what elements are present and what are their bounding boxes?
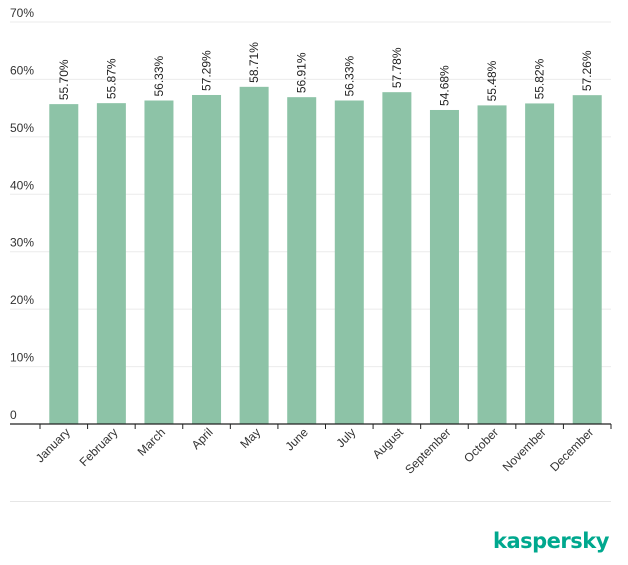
x-tick-label: January [33,425,73,465]
bar-may [239,86,269,425]
y-tick-label: 20% [10,293,34,307]
bar-value-label: 58.71% [247,42,261,83]
y-tick-label: 60% [10,63,34,77]
bar-september [429,109,459,425]
bar-august [382,92,412,425]
bar-value-label: 55.82% [533,58,547,99]
bar-june [287,97,317,424]
y-tick-label: 40% [10,178,34,192]
x-tick-label: March [135,425,168,458]
bar-november [525,103,555,424]
bar-value-label: 55.87% [104,58,118,99]
x-tick-label: August [370,425,407,462]
x-tick-label: June [283,425,312,454]
x-tick-label: May [237,425,263,451]
x-tick-label: December [547,425,596,474]
bar-january [49,104,79,424]
bar-value-label: 56.91% [295,52,309,93]
bar-value-label: 55.48% [485,60,499,101]
y-tick-label: 50% [10,121,34,135]
x-tick-label: November [500,425,549,474]
bar-value-label: 56.33% [152,55,166,96]
bar-july [334,100,364,425]
kaspersky-logo: kaspersky [493,529,609,553]
y-tick-label: 0 [10,408,17,422]
bar-value-label: 55.70% [57,59,71,100]
x-tick-label: February [77,425,121,469]
bar-october [477,105,507,424]
bar-value-label: 56.33% [342,55,356,96]
x-tick-label: April [189,425,216,452]
bar-chart: 0 10% 20% 30% 40% 50% 60% 70% 55.70% 55.87% 56.33… [10,6,612,477]
bar-december [572,95,602,424]
bar-value-label: 54.68% [437,65,451,106]
y-tick-label: 10% [10,351,34,365]
y-tick-label: 30% [10,236,34,250]
bar-value-label: 57.29% [200,50,214,91]
bar-value-label: 57.26% [580,50,594,91]
y-tick-label: 70% [10,6,34,20]
footer-divider [10,501,611,502]
x-tick-label: October [461,425,501,465]
bar-february [96,103,126,424]
bar-value-label: 57.78% [390,47,404,88]
x-tick-label: July [333,425,358,450]
bar-april [192,94,222,425]
bar-march [144,100,174,425]
x-tick-label: September [402,425,453,476]
